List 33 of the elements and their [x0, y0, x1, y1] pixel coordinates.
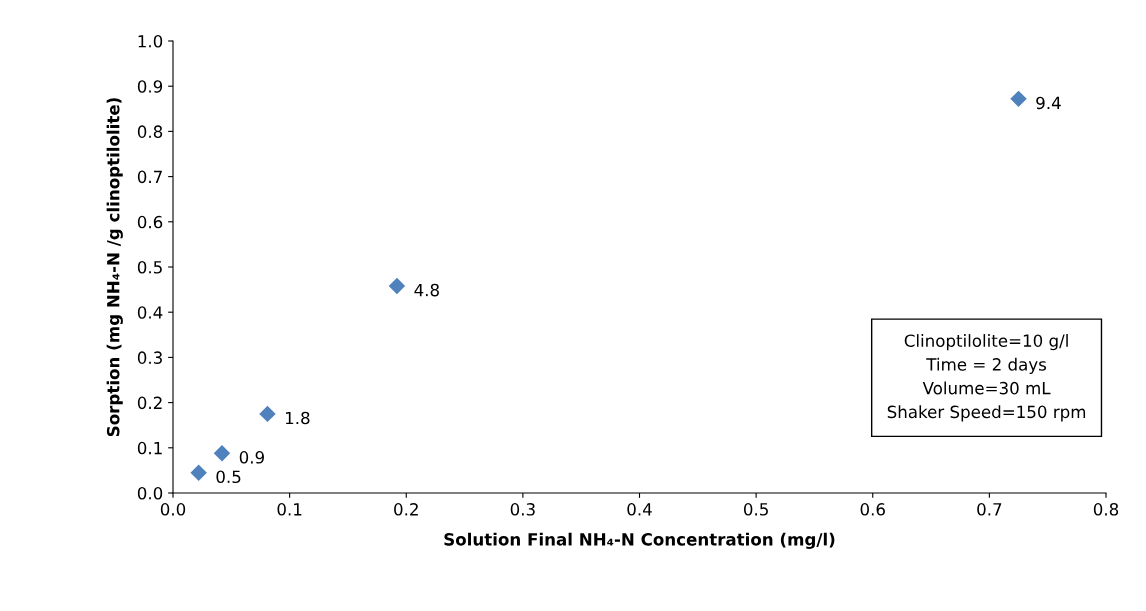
x-tick-label: 0.3: [510, 503, 535, 516]
x-tick-label: 0.4: [627, 503, 652, 516]
y-tick-label: 0.7: [137, 170, 162, 184]
point: [388, 277, 406, 295]
annotation: 4.8: [414, 283, 439, 297]
x-tick-label: 0.2: [394, 503, 418, 516]
y-axis-title: Sorption (mg NH₄-N /g clinoptilolite): [106, 98, 123, 437]
y-tick-label: 0.9: [137, 80, 163, 93]
annotation: 1.8: [285, 411, 310, 425]
x-tick-label: 0.5: [743, 503, 768, 516]
annotation: Clinoptilolite=10 g/l Time = 2 days Volume=30 mL Shaker Speed=150 rpm: [887, 334, 1086, 422]
annotation: 0.5: [216, 470, 241, 484]
x-tick-label: 0.7: [977, 503, 1002, 516]
point: [259, 405, 276, 423]
y-tick-label: 0.5: [137, 260, 162, 274]
annotation: 9.4: [1036, 96, 1061, 110]
y-tick-label: 0.8: [137, 125, 163, 138]
point: [190, 464, 207, 481]
y-tick-label: 0.3: [137, 351, 162, 364]
point: [213, 445, 231, 462]
y-tick-label: 0.1: [137, 441, 162, 455]
x-tick-label: 0.8: [1093, 503, 1119, 516]
x-tick-label: 0.0: [160, 503, 186, 516]
x-tick-label: 0.6: [860, 503, 885, 516]
y-tick-label: 0.0: [137, 486, 163, 500]
y-tick-label: 0.2: [137, 396, 162, 410]
point: [1010, 90, 1027, 108]
annotation: 0.9: [239, 451, 264, 464]
y-tick-label: 0.4: [137, 306, 163, 319]
y-tick-label: 1.0: [138, 34, 163, 48]
y-tick-label: 0.6: [137, 215, 163, 229]
x-tick-label: 0.1: [277, 503, 302, 516]
x-axis-title: Solution Final NH₄-N Concentration (mg/l): [444, 532, 835, 549]
